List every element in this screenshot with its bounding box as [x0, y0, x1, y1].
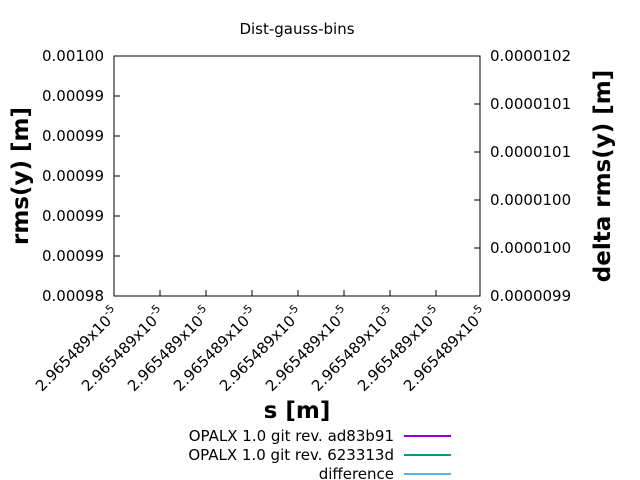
- y-tick-label: 0.00100: [42, 47, 104, 65]
- y2-tick-label: 0.0000101: [490, 95, 571, 113]
- x-axis-label: s [m]: [264, 398, 331, 424]
- chart-title: Dist-gauss-bins: [239, 20, 354, 38]
- y-tick-label: 0.00099: [42, 127, 104, 145]
- legend-label: difference: [319, 465, 394, 480]
- x-tick-label: 2.965489x10-5: [30, 302, 123, 395]
- y-tick-label: 0.00099: [42, 167, 104, 185]
- y2-tick-label: 0.0000100: [490, 191, 571, 209]
- y2-tick-label: 0.0000101: [490, 143, 571, 161]
- y-tick-label: 0.00099: [42, 247, 104, 265]
- legend-label: OPALX 1.0 git rev. 623313d: [188, 446, 394, 464]
- y-axis-label: rms(y) [m]: [8, 107, 34, 245]
- y-tick-label: 0.00098: [42, 287, 104, 305]
- y2-axis-label: delta rms(y) [m]: [590, 70, 616, 282]
- plot-area: [113, 55, 481, 297]
- y-tick-label: 0.00099: [42, 87, 104, 105]
- y2-tick-label: 0.0000100: [490, 239, 571, 257]
- y2-tick-label: 0.0000099: [490, 287, 571, 305]
- y-tick-label: 0.00099: [42, 207, 104, 225]
- y2-tick-label: 0.0000102: [490, 47, 571, 65]
- legend-label: OPALX 1.0 git rev. ad83b91: [189, 427, 394, 445]
